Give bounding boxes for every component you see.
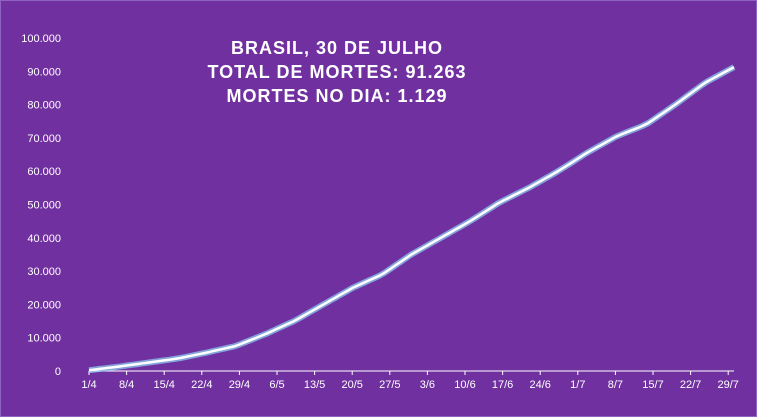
x-tick-label: 8/4 bbox=[119, 379, 134, 391]
x-tick-label: 15/4 bbox=[153, 379, 174, 391]
y-tick-label: 100.000 bbox=[21, 33, 61, 45]
series-line-total-deaths bbox=[88, 65, 735, 372]
y-tick-label: 40.000 bbox=[27, 233, 61, 245]
chart-title-line-1: BRASIL, 30 DE JULHO bbox=[231, 38, 443, 58]
chart-title-line-2: TOTAL DE MORTES: 91.263 bbox=[207, 62, 466, 82]
x-axis: 1/4 8/4 15/4 22/4 29/4 6/5 13/5 20/5 27/5 3/6 10/6… bbox=[81, 370, 739, 391]
x-tick-label: 29/4 bbox=[229, 379, 250, 391]
x-tick-label: 6/5 bbox=[269, 379, 284, 391]
x-tick-label: 22/7 bbox=[680, 379, 701, 391]
y-tick-label: 70.000 bbox=[27, 133, 61, 145]
x-tick-label: 27/5 bbox=[379, 379, 400, 391]
chart-title-line-3: MORTES NO DIA: 1.129 bbox=[226, 86, 447, 106]
x-tick-label: 24/6 bbox=[529, 379, 550, 391]
y-axis: 0 10.000 20.000 30.000 40.000 50.000 60.000 70.… bbox=[21, 33, 61, 378]
x-tick-label: 15/7 bbox=[642, 379, 663, 391]
x-tick-label: 29/7 bbox=[717, 379, 738, 391]
x-tick-label: 1/4 bbox=[81, 379, 96, 391]
x-tick-label: 1/7 bbox=[570, 379, 585, 391]
y-tick-label: 90.000 bbox=[27, 66, 61, 78]
y-tick-label: 10.000 bbox=[27, 333, 61, 345]
x-tick-label: 17/6 bbox=[492, 379, 513, 391]
y-tick-label: 20.000 bbox=[27, 299, 61, 311]
x-tick-label: 22/4 bbox=[191, 379, 212, 391]
y-tick-label: 50.000 bbox=[27, 200, 61, 212]
x-tick-label: 13/5 bbox=[304, 379, 325, 391]
x-tick-label: 8/7 bbox=[608, 379, 623, 391]
y-tick-label: 60.000 bbox=[27, 166, 61, 178]
x-tick-label: 3/6 bbox=[420, 379, 435, 391]
y-tick-label: 30.000 bbox=[27, 266, 61, 278]
y-tick-label: 80.000 bbox=[27, 100, 61, 112]
y-tick-label: 0 bbox=[55, 366, 61, 378]
x-tick-label: 10/6 bbox=[454, 379, 475, 391]
plot-area bbox=[87, 64, 736, 374]
x-tick-label: 20/5 bbox=[341, 379, 362, 391]
